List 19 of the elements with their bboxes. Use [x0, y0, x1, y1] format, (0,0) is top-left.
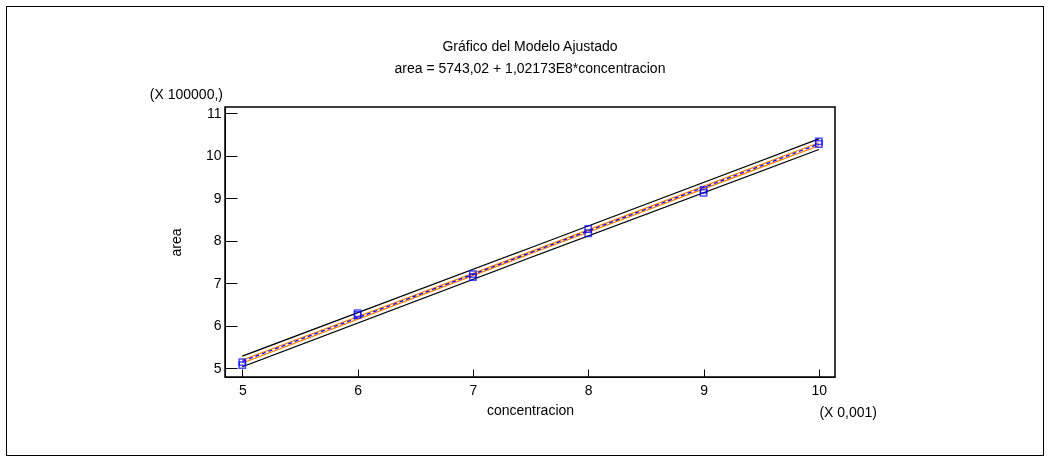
y-tick-label: 10	[205, 147, 222, 164]
x-tick-label: 6	[354, 381, 363, 398]
y-tick-label: 5	[213, 360, 222, 376]
text: (X 0,001)	[819, 404, 877, 420]
chart-title: Gráfico del Modelo Ajustado	[442, 38, 618, 54]
y-tick-label: 8	[213, 232, 222, 249]
y-axis-title: area	[167, 228, 184, 257]
text: (X 100000,)	[149, 86, 223, 102]
y-tick-label: 11	[206, 104, 222, 121]
x-tick-label: 10	[811, 381, 828, 398]
x-tick-label: 9	[700, 381, 709, 398]
x-tick-label: 5	[238, 381, 247, 398]
x-tick-label: 8	[584, 381, 593, 398]
y-tick-label: 9	[213, 189, 222, 206]
x-axis-title: concentracion	[486, 401, 575, 418]
y-tick-label: 6	[213, 317, 222, 334]
x-tick-label: 7	[469, 381, 478, 398]
chart-subtitle: area = 5743,02 + 1,02173E8*concentracion	[394, 60, 666, 76]
y-tick-label: 7	[213, 274, 222, 291]
